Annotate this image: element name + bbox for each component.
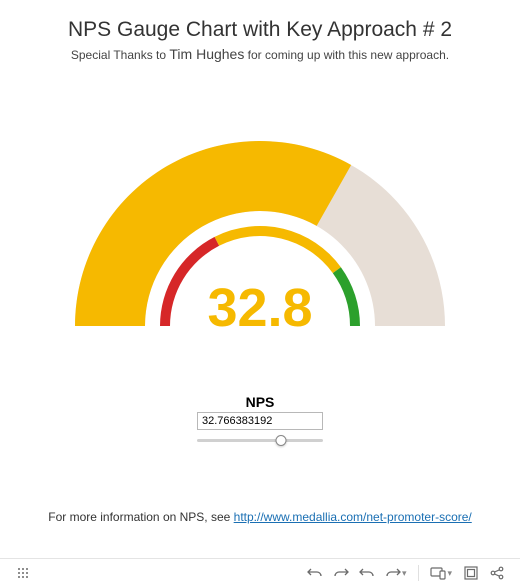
- footer-info: For more information on NPS, see http://…: [0, 510, 520, 524]
- footer-link[interactable]: http://www.medallia.com/net-promoter-sco…: [234, 510, 472, 524]
- chart-subtitle: Special Thanks to Tim Hughes for coming …: [20, 46, 500, 62]
- nps-slider[interactable]: [197, 434, 323, 448]
- chart-title: NPS Gauge Chart with Key Approach # 2: [20, 18, 500, 42]
- revert-icon[interactable]: [354, 560, 380, 586]
- gauge-value: 32.8: [207, 278, 312, 338]
- gauge-chart: 32.8: [0, 126, 520, 356]
- gauge-svg: 32.8: [65, 126, 455, 356]
- share-icon[interactable]: [484, 560, 510, 586]
- toolbar-separator: [418, 565, 419, 581]
- credit-name: Tim Hughes: [169, 46, 244, 62]
- slider-track: [197, 439, 323, 442]
- chevron-down-icon[interactable]: ▾: [447, 568, 452, 579]
- drag-icon[interactable]: [10, 560, 36, 586]
- fullscreen-icon[interactable]: [458, 560, 484, 586]
- toolbar: ▾ ▾: [0, 558, 520, 587]
- nps-controls: NPS: [0, 394, 520, 448]
- nps-label: NPS: [0, 394, 520, 410]
- subtitle-prefix: Special Thanks to: [71, 48, 170, 62]
- slider-thumb[interactable]: [275, 435, 286, 446]
- chevron-down-icon[interactable]: ▾: [402, 568, 407, 579]
- subtitle-suffix: for coming up with this new approach.: [244, 48, 449, 62]
- nps-input[interactable]: [197, 412, 323, 430]
- footer-prefix: For more information on NPS, see: [48, 510, 233, 524]
- chart-header: NPS Gauge Chart with Key Approach # 2 Sp…: [0, 0, 520, 66]
- redo-icon[interactable]: [328, 560, 354, 586]
- undo-icon[interactable]: [302, 560, 328, 586]
